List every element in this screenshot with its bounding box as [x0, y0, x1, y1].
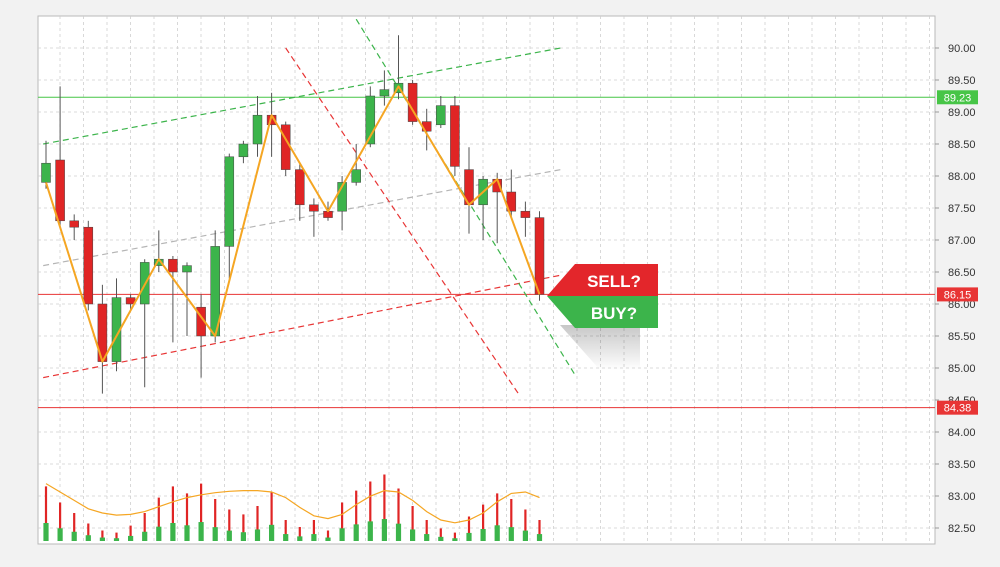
y-tick-label: 88.50 [948, 139, 976, 151]
volume-bar [269, 524, 275, 541]
candle-up [41, 162, 51, 183]
volume-bar [113, 538, 120, 541]
volume-bar [240, 532, 246, 541]
level-badge [937, 90, 978, 105]
volume-bar [367, 521, 373, 541]
volume-bar [57, 528, 63, 541]
volume-ma-line [45, 483, 540, 524]
volume-bar [480, 528, 486, 541]
candle-up [379, 89, 390, 97]
callout-shadow [560, 325, 640, 370]
y-tick-label: 83.50 [948, 459, 976, 471]
volume-bar [212, 527, 218, 541]
candle-up [365, 95, 376, 145]
candle-down [534, 217, 545, 295]
volume-bar [395, 523, 402, 541]
volume-bar [99, 537, 105, 541]
level-label: 84.38 [944, 403, 972, 415]
candle-up [436, 105, 446, 126]
volume-bar [297, 536, 303, 541]
volume-bar [494, 525, 500, 541]
level-label: 89.23 [944, 92, 972, 104]
candle-down [280, 124, 291, 170]
volume-bar [71, 531, 77, 541]
volume-bar [254, 529, 261, 541]
volume-bar [438, 536, 444, 541]
zigzag-line [45, 85, 541, 363]
y-tick-label: 87.50 [948, 203, 976, 215]
y-tick-label: 87.00 [948, 235, 976, 247]
volume-bar [353, 524, 359, 541]
volume-bar [311, 534, 317, 541]
candle-up [351, 169, 361, 183]
level-badge [937, 400, 978, 415]
zigzag-polyline [45, 85, 541, 363]
volume-bar [410, 529, 416, 541]
volume-bar [85, 535, 91, 541]
volume-bar [43, 522, 49, 541]
y-tick-label: 90.00 [948, 43, 976, 55]
y-tick-label: 86.00 [948, 299, 976, 311]
volume-bar [466, 532, 472, 541]
trendline [43, 169, 561, 267]
candle-down [450, 105, 460, 167]
candle-down [520, 210, 531, 218]
y-tick-label: 86.50 [948, 267, 976, 279]
volume-bar [424, 534, 430, 541]
trendlines [43, 18, 576, 394]
y-tick-label: 85.50 [948, 331, 976, 343]
volume-bar [508, 527, 514, 541]
volume-bar [128, 535, 134, 541]
candle-up [337, 182, 347, 212]
volume-bar [184, 525, 190, 541]
y-tick-label: 83.00 [948, 491, 976, 503]
volume-bar [142, 531, 148, 541]
volume-bars [43, 474, 543, 541]
sell-buy-callouts[interactable]: SELL? BUY? [547, 264, 658, 370]
candle-down [168, 258, 178, 273]
candle-down [309, 204, 319, 212]
candle-down [55, 159, 65, 222]
level-badge [937, 287, 978, 302]
y-tick-label: 82.50 [948, 523, 976, 535]
y-tick-label: 85.00 [948, 363, 976, 375]
volume-bar [452, 538, 458, 541]
y-tick-label: 89.00 [948, 107, 976, 119]
y-tick-label: 84.00 [948, 427, 976, 439]
volume-bar [283, 534, 289, 541]
volume-bar [381, 519, 387, 541]
trendline [43, 274, 561, 379]
volume-bar [170, 522, 176, 541]
buy-label: BUY? [591, 304, 637, 323]
level-label: 86.15 [944, 289, 972, 301]
buy-callout[interactable] [547, 296, 658, 328]
y-tick-label: 89.50 [948, 75, 976, 87]
volume-bar [156, 526, 162, 541]
candle-down [69, 220, 79, 228]
volume-bar [198, 522, 204, 541]
y-tick-label: 88.00 [948, 171, 976, 183]
candle-up [182, 265, 192, 273]
candles [41, 35, 545, 394]
volume-bar [339, 528, 345, 541]
candle-up [252, 114, 263, 145]
candle-down [506, 191, 517, 212]
sell-label: SELL? [587, 272, 641, 291]
sell-callout[interactable] [547, 264, 658, 296]
volume-bar [325, 537, 331, 541]
volume-bar [226, 530, 232, 541]
candle-up [224, 156, 235, 247]
horizontal-levels: 89.23 86.15 84.38 [38, 90, 978, 415]
candle-down [295, 169, 305, 206]
volume-bar [522, 530, 528, 541]
volume-bar [536, 534, 543, 541]
trendline [43, 47, 561, 145]
candle-up [238, 143, 249, 158]
candle-down [83, 226, 94, 305]
